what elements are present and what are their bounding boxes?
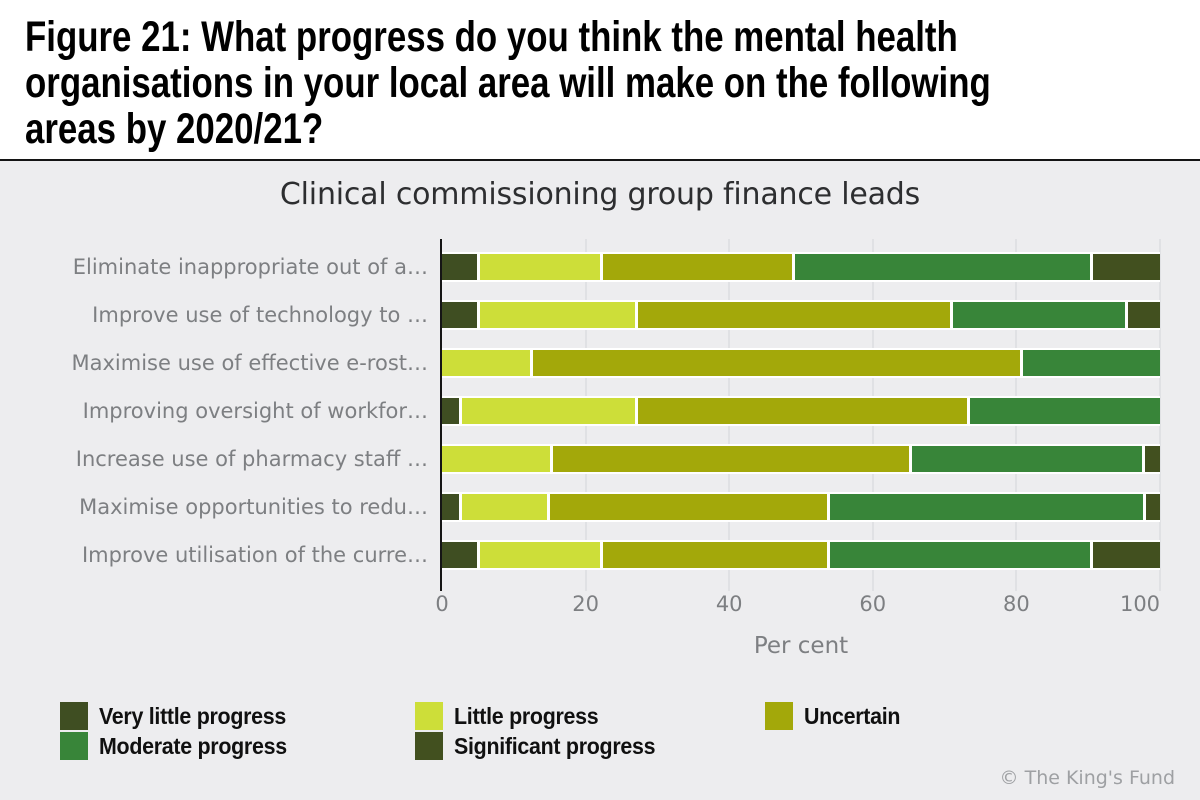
x-tick-label: 100 bbox=[1119, 592, 1161, 616]
figure-title-line: areas by 2020/21? bbox=[25, 105, 324, 153]
copyright-text: © The King's Fund bbox=[999, 767, 1175, 789]
x-tick-label: 60 bbox=[859, 592, 887, 616]
bar-segment bbox=[1142, 492, 1160, 522]
x-tick-label: 0 bbox=[435, 592, 449, 616]
bar-segment bbox=[442, 540, 478, 570]
bar-segment bbox=[599, 540, 828, 570]
bar-segment bbox=[442, 300, 478, 330]
bar-row bbox=[442, 444, 1160, 474]
bar-segment bbox=[827, 492, 1143, 522]
bar-segment bbox=[442, 492, 460, 522]
bar-row bbox=[442, 492, 1160, 522]
category-label: Improving oversight of workfor… bbox=[82, 399, 428, 423]
bar-row bbox=[442, 540, 1160, 570]
x-tick-label: 20 bbox=[572, 592, 599, 616]
bar-segment bbox=[1124, 300, 1160, 330]
bar-segment bbox=[967, 396, 1160, 426]
bar-segment bbox=[949, 300, 1125, 330]
bar-segment bbox=[549, 444, 909, 474]
bar-segment bbox=[442, 396, 460, 426]
category-label: Maximise opportunities to redu… bbox=[79, 495, 428, 519]
bar-row bbox=[442, 300, 1160, 330]
bar-segment bbox=[442, 348, 530, 378]
x-tick-label: 80 bbox=[1003, 592, 1030, 616]
figure-title-line: Figure 21: What progress do you think th… bbox=[25, 13, 958, 61]
bar-segment bbox=[792, 252, 1090, 282]
legend-item: Uncertain bbox=[765, 701, 907, 731]
x-axis-title: Per cent bbox=[753, 633, 849, 659]
legend-item: Little progress bbox=[415, 701, 609, 731]
bar-segment bbox=[1089, 252, 1160, 282]
legend-swatch bbox=[60, 732, 88, 760]
bar-segment bbox=[459, 396, 635, 426]
legend-item: Very little progress bbox=[60, 701, 300, 731]
category-label: Increase use of pharmacy staff … bbox=[75, 447, 428, 471]
bar-segment bbox=[442, 252, 478, 282]
bar-segment bbox=[634, 300, 950, 330]
x-tick-label: 40 bbox=[715, 592, 743, 616]
bar-segment bbox=[477, 300, 635, 330]
y-axis-line bbox=[440, 239, 442, 591]
legend-swatch bbox=[765, 702, 793, 730]
legend-swatch bbox=[60, 702, 88, 730]
legend-label: Significant progress bbox=[454, 732, 656, 759]
legend-label: Little progress bbox=[454, 702, 599, 729]
chart-area: Clinical commissioning group finance lea… bbox=[0, 161, 1200, 800]
header-divider bbox=[0, 159, 1200, 161]
bar-segment bbox=[546, 492, 828, 522]
bar-segment bbox=[442, 444, 550, 474]
figure-header: Figure 21: What progress do you think th… bbox=[0, 0, 1200, 160]
bar-segment bbox=[477, 252, 600, 282]
legend-label: Very little progress bbox=[99, 702, 287, 729]
category-label: Improve use of technology to … bbox=[92, 303, 428, 327]
category-label: Maximise use of effective e-rost… bbox=[71, 351, 428, 375]
figure-title-line: organisations in your local area will ma… bbox=[25, 59, 991, 107]
legend-item: Significant progress bbox=[415, 731, 670, 761]
bar-row bbox=[442, 252, 1160, 282]
legend-swatch bbox=[415, 702, 443, 730]
figure-title: Figure 21: What progress do you think th… bbox=[25, 14, 991, 152]
chart-title: Clinical commissioning group finance lea… bbox=[279, 177, 921, 212]
legend-label: Moderate progress bbox=[99, 732, 287, 759]
bar-segment bbox=[1019, 348, 1160, 378]
category-labels: Eliminate inappropriate out of a… Improve… bbox=[0, 239, 428, 591]
bar-row bbox=[442, 348, 1160, 378]
bar-segment bbox=[1089, 540, 1160, 570]
category-label: Eliminate inappropriate out of a… bbox=[72, 255, 428, 279]
gridline bbox=[1159, 239, 1161, 591]
plot-area: Per cent 0 20 40 60 80 100 bbox=[435, 239, 1161, 659]
bar-segment bbox=[1142, 444, 1160, 474]
bar-segment bbox=[599, 252, 792, 282]
bar-segment bbox=[459, 492, 547, 522]
bar-segment bbox=[908, 444, 1143, 474]
bar-segment bbox=[477, 540, 600, 570]
bar-segment bbox=[827, 540, 1090, 570]
legend-item: Moderate progress bbox=[60, 731, 301, 761]
legend-label: Uncertain bbox=[804, 702, 901, 729]
bar-segment bbox=[529, 348, 1020, 378]
bar-segment bbox=[634, 396, 968, 426]
legend-swatch bbox=[415, 732, 443, 760]
category-label: Improve utilisation of the curre… bbox=[81, 543, 428, 567]
bar-row bbox=[442, 396, 1160, 426]
